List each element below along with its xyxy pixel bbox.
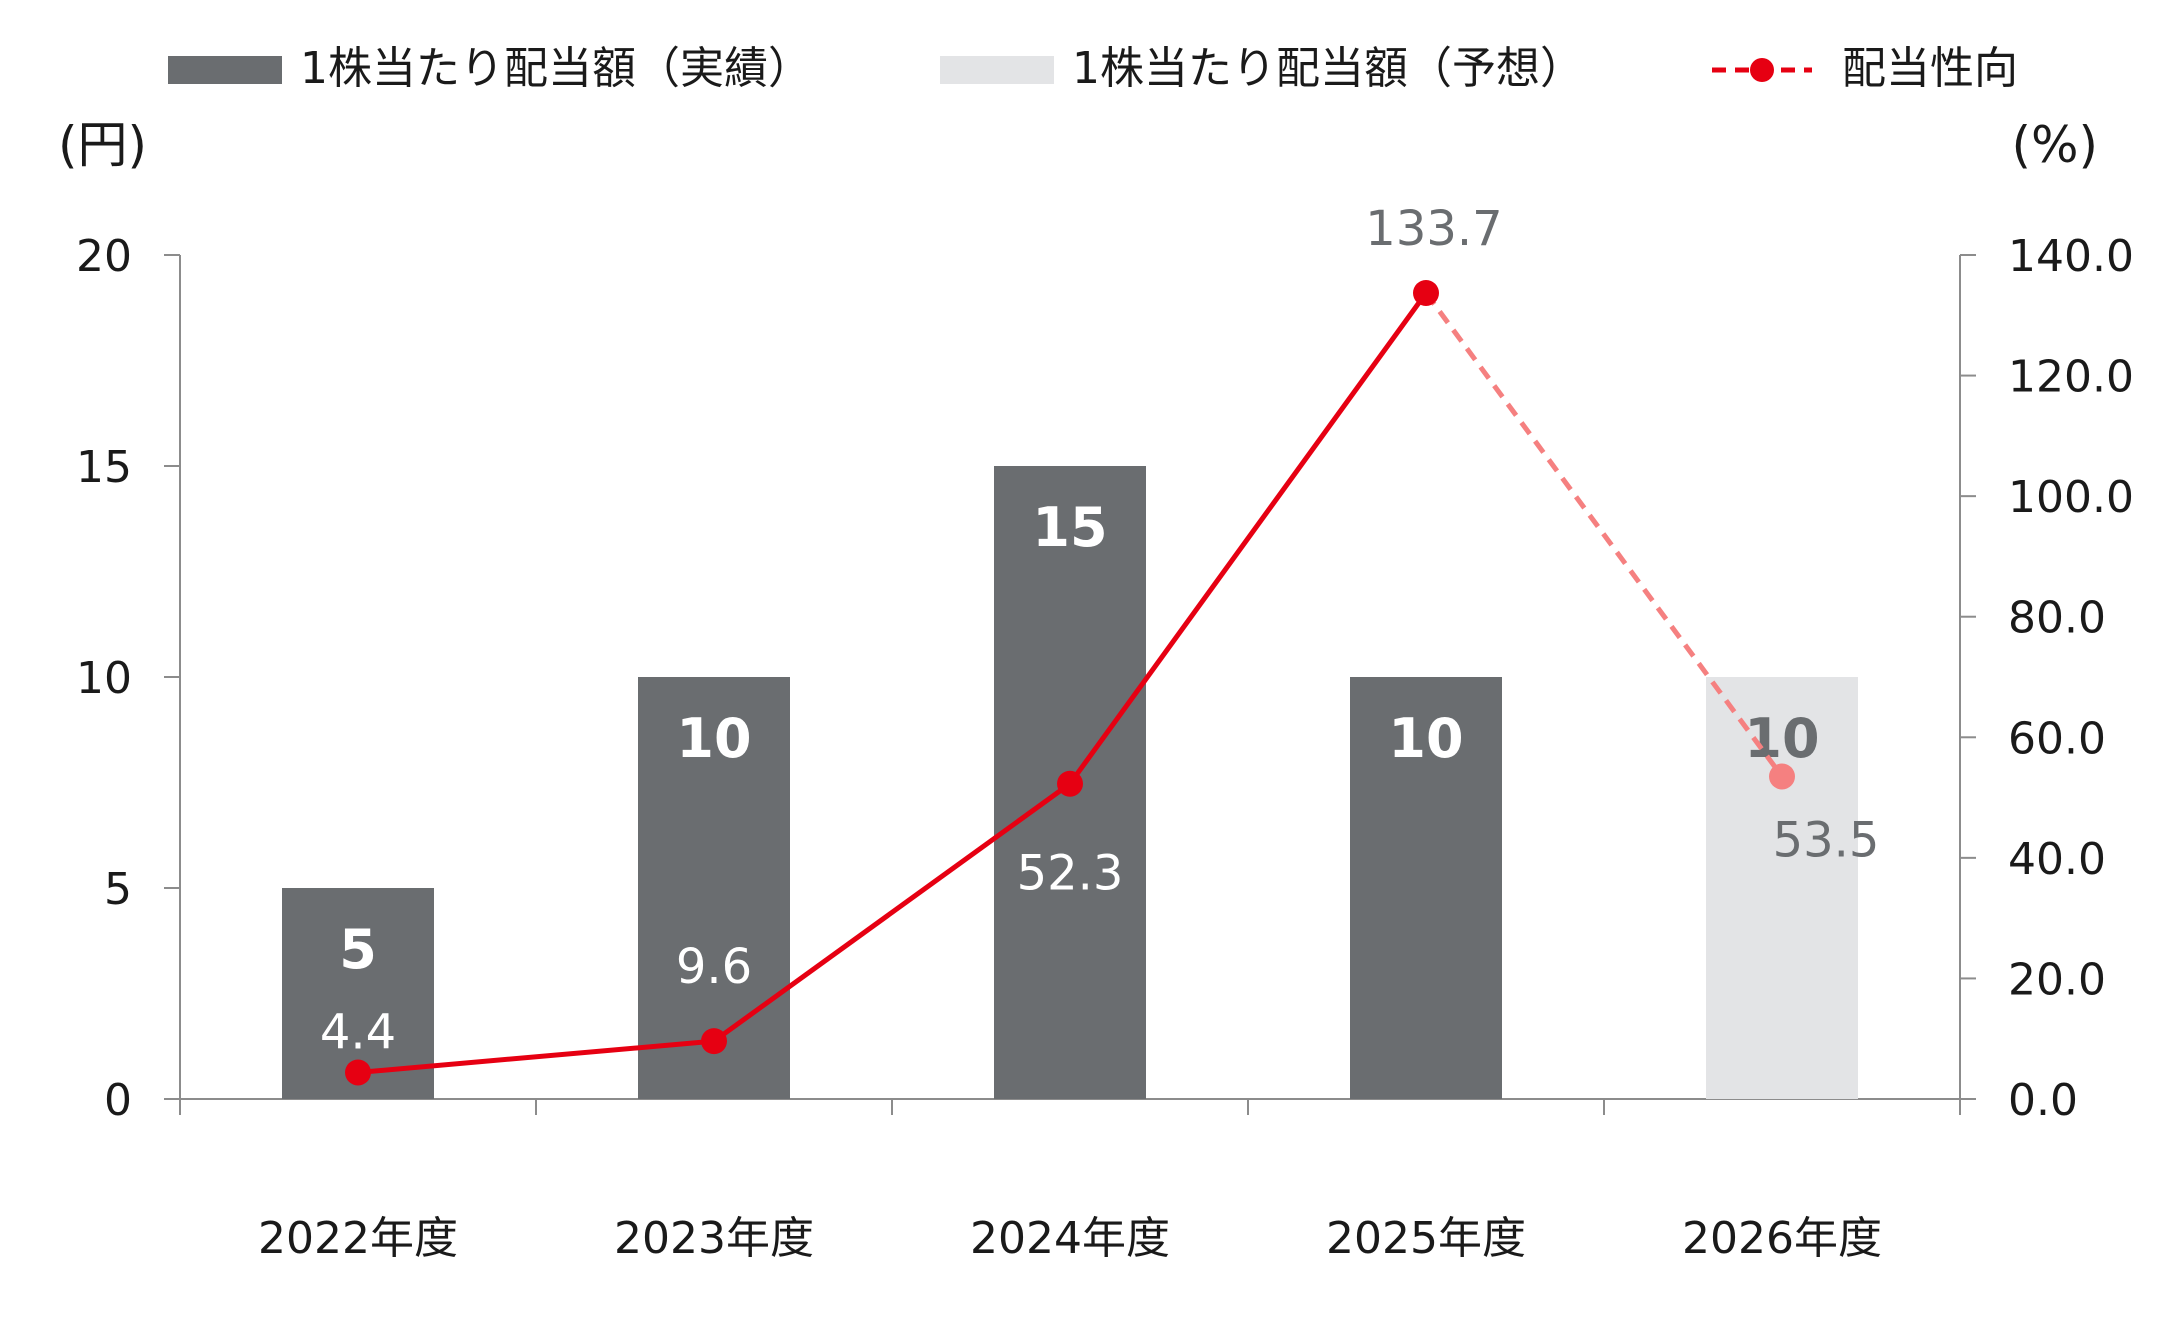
legend-swatch-forecast <box>940 56 1054 84</box>
right-tick-label: 0.0 <box>2008 1075 2078 1126</box>
right-tick-label: 20.0 <box>2008 954 2106 1005</box>
payout-marker <box>1057 770 1083 797</box>
bar-forecast <box>1706 677 1858 1099</box>
right-tick-label: 80.0 <box>2008 593 2106 644</box>
right-tick-label: 140.0 <box>2008 231 2134 282</box>
bar-actual <box>1350 677 1502 1099</box>
category-label: 2026年度 <box>1682 1213 1882 1264</box>
payout-line-forecast-segment <box>1423 291 1785 778</box>
right-tick-label: 120.0 <box>2008 352 2134 403</box>
bar-actual-value-label: 5 <box>339 918 377 981</box>
payout-line-segment <box>357 1038 715 1075</box>
left-tick-label: 15 <box>76 442 132 493</box>
left-tick-label: 20 <box>76 231 132 282</box>
payout-marker <box>1413 279 1439 306</box>
legend-label-payout: 配当性向 <box>1842 43 2018 94</box>
category-label: 2023年度 <box>614 1213 814 1264</box>
left-tick-label: 5 <box>104 864 132 915</box>
legend-swatch-actual <box>168 56 282 84</box>
bar-actual-value-label: 10 <box>676 707 751 770</box>
legend-label-actual: 1株当たり配当額（実績） <box>300 43 812 94</box>
payout-line-segment <box>1067 291 1429 786</box>
left-axis-title: (円) <box>58 116 147 174</box>
payout-value-label: 133.7 <box>1365 201 1502 257</box>
legend-swatch-payout-marker <box>1750 58 1774 82</box>
payout-value-label: 4.4 <box>320 1004 396 1060</box>
payout-line-segment <box>712 781 1072 1044</box>
category-label: 2025年度 <box>1326 1213 1526 1264</box>
right-tick-label: 100.0 <box>2008 472 2134 523</box>
category-label: 2022年度 <box>258 1213 458 1264</box>
payout-value-label: 52.3 <box>1017 846 1124 902</box>
category-label: 2024年度 <box>970 1213 1170 1264</box>
payout-marker <box>345 1059 371 1086</box>
right-axis-title: (%) <box>2011 116 2098 174</box>
right-tick-label: 60.0 <box>2008 713 2106 764</box>
legend-label-forecast: 1株当たり配当額（予想） <box>1072 43 1584 94</box>
payout-marker <box>701 1028 727 1055</box>
payout-value-label: 9.6 <box>676 939 752 995</box>
payout-value-label: 53.5 <box>1773 812 1880 868</box>
left-tick-label: 10 <box>76 653 132 704</box>
payout-marker <box>1769 763 1795 790</box>
bar-actual-value-label: 15 <box>1032 496 1107 559</box>
left-tick-label: 0 <box>104 1075 132 1126</box>
right-tick-label: 40.0 <box>2008 834 2106 885</box>
bar-actual-value-label: 10 <box>1388 707 1463 770</box>
